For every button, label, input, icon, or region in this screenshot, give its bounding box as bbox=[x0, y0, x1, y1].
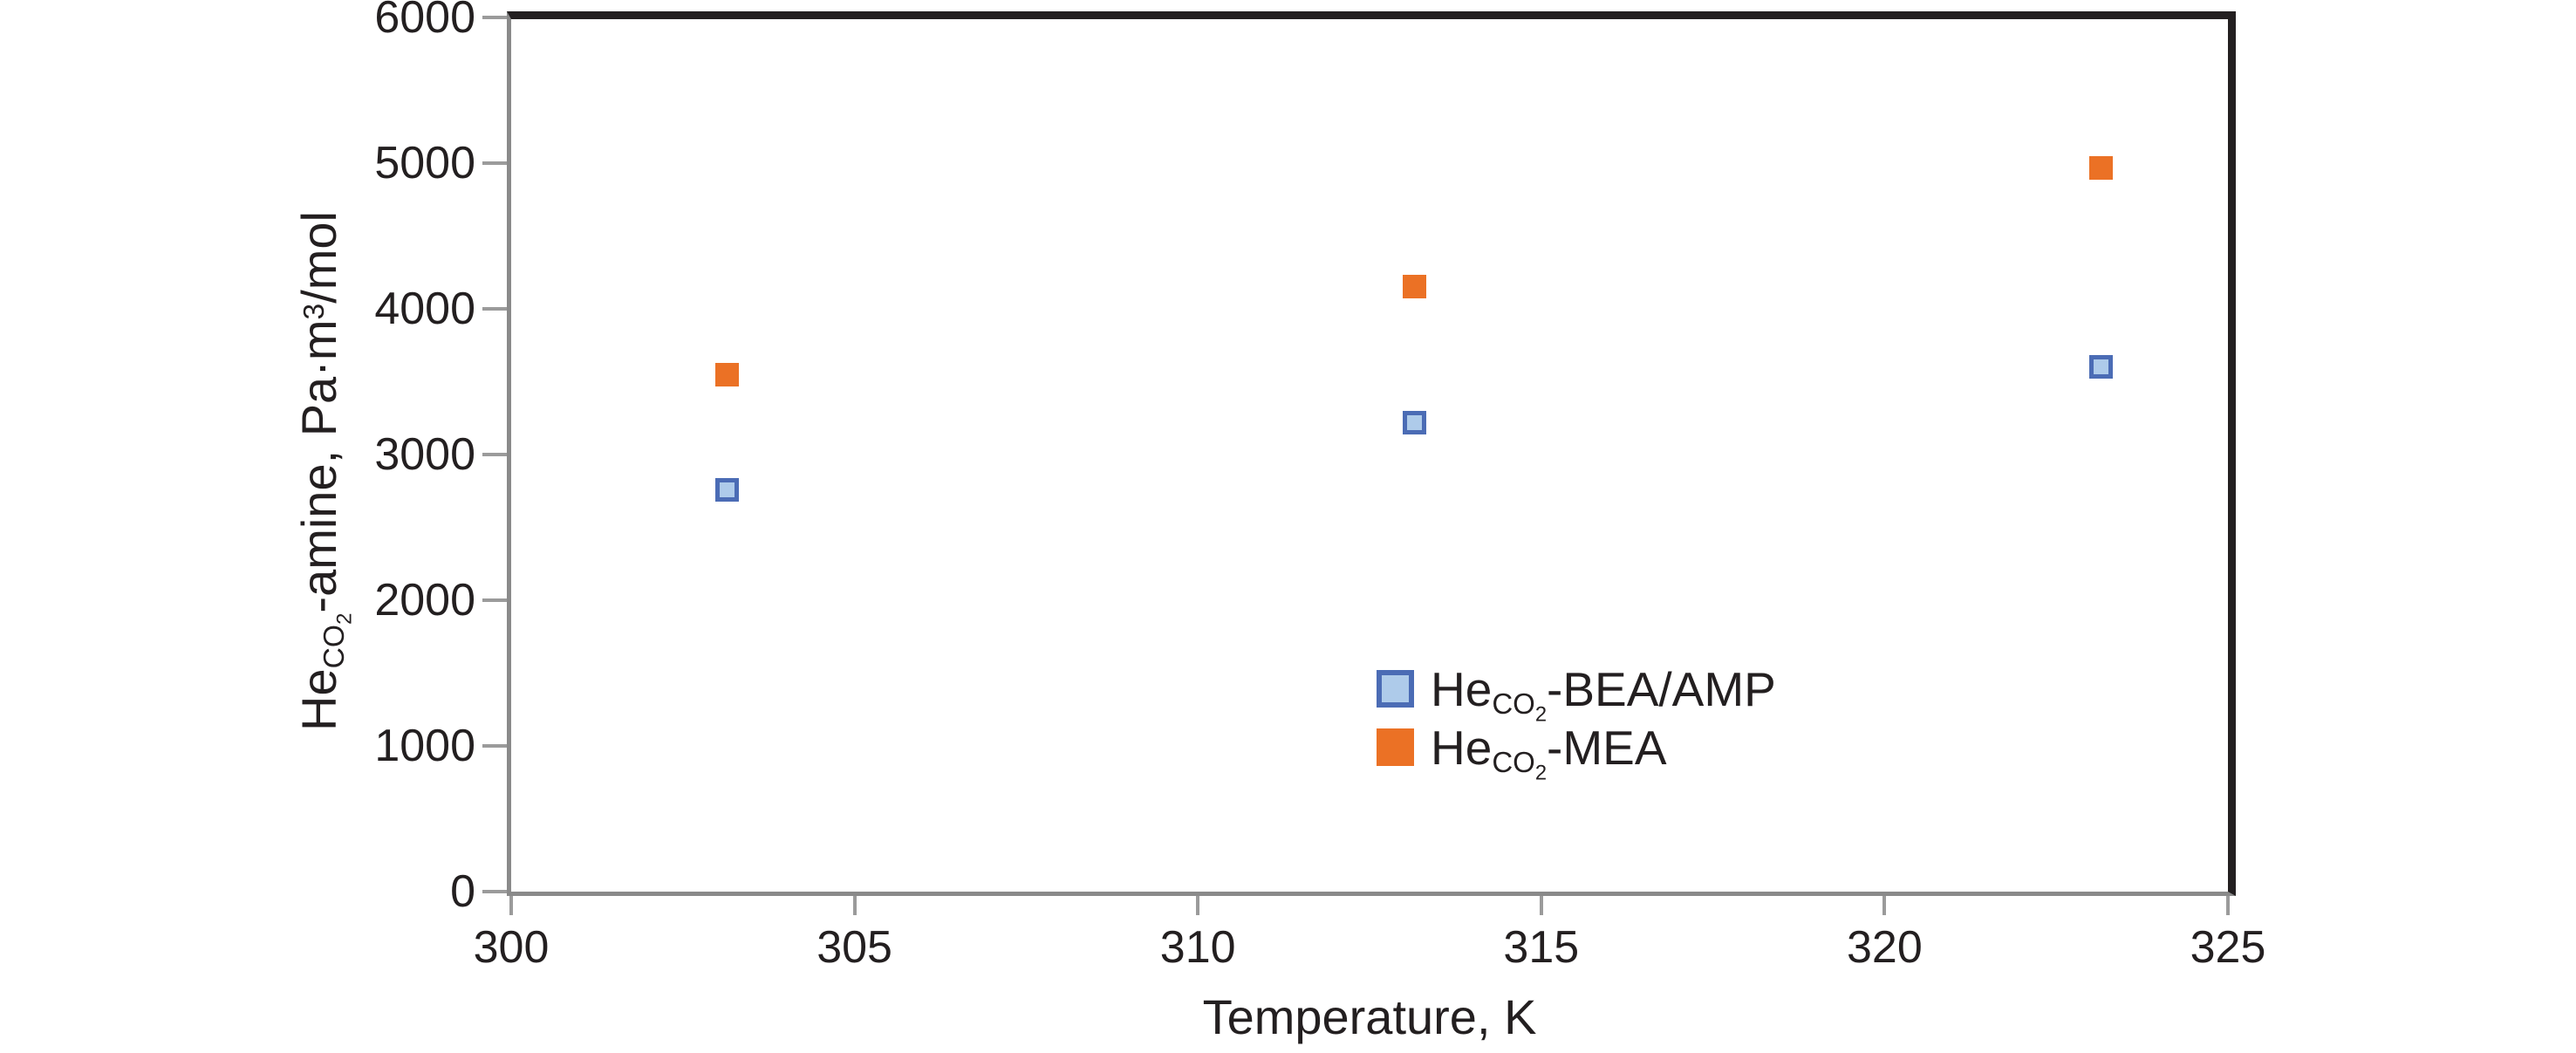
x-axis-tick bbox=[1539, 896, 1543, 915]
x-axis-tick bbox=[2226, 896, 2230, 915]
x-axis-tick-label: 315 bbox=[1503, 922, 1580, 973]
y-axis-tick-label: 5000 bbox=[374, 138, 475, 188]
y-axis-tick-label: 0 bbox=[450, 866, 475, 917]
y-axis-tick-label: 2000 bbox=[374, 575, 475, 626]
x-axis-tick-label: 325 bbox=[2190, 922, 2266, 973]
legend-marker-bea-amp-icon bbox=[1377, 670, 1414, 708]
y-axis-tick bbox=[482, 890, 507, 893]
y-axis-tick bbox=[482, 744, 507, 748]
x-axis-tick bbox=[852, 896, 857, 915]
x-axis-tick bbox=[1196, 896, 1200, 915]
data-point-mea bbox=[1402, 275, 1426, 299]
y-axis-tick-label: 6000 bbox=[374, 0, 475, 43]
data-point-bea-amp bbox=[715, 477, 740, 502]
x-axis-tick-label: 305 bbox=[817, 922, 892, 973]
plot-area bbox=[507, 11, 2236, 896]
y-axis-tick bbox=[482, 453, 507, 456]
data-point-mea bbox=[715, 362, 740, 386]
y-axis-tick-label: 4000 bbox=[374, 284, 475, 334]
y-axis-tick-label: 3000 bbox=[374, 429, 475, 480]
x-axis-label: Temperature, K bbox=[1202, 989, 1537, 1044]
x-axis-tick-label: 320 bbox=[1847, 922, 1923, 973]
y-axis-tick bbox=[482, 598, 507, 602]
legend-marker-mea-icon bbox=[1377, 728, 1414, 766]
x-axis-tick-label: 310 bbox=[1159, 922, 1236, 973]
x-axis-tick bbox=[1882, 896, 1887, 915]
x-axis-tick-label: 300 bbox=[473, 922, 550, 973]
data-point-bea-amp bbox=[2088, 355, 2113, 379]
y-axis-tick bbox=[482, 307, 507, 311]
data-point-mea bbox=[2088, 155, 2113, 180]
y-axis-tick-label: 1000 bbox=[374, 721, 475, 771]
data-point-bea-amp bbox=[1402, 410, 1426, 434]
legend-label-bea-amp: HeCO2-BEA/AMP bbox=[1431, 661, 1776, 727]
legend-label-mea: HeCO2-MEA bbox=[1431, 720, 1667, 785]
y-axis-tick bbox=[482, 16, 507, 19]
legend-item-bea-amp: HeCO2-BEA/AMP bbox=[1377, 660, 1776, 727]
legend: HeCO2-BEA/AMP HeCO2-MEA bbox=[1377, 660, 1776, 785]
x-axis-tick bbox=[509, 896, 513, 915]
y-axis-tick bbox=[482, 161, 507, 165]
legend-item-mea: HeCO2-MEA bbox=[1377, 718, 1776, 785]
